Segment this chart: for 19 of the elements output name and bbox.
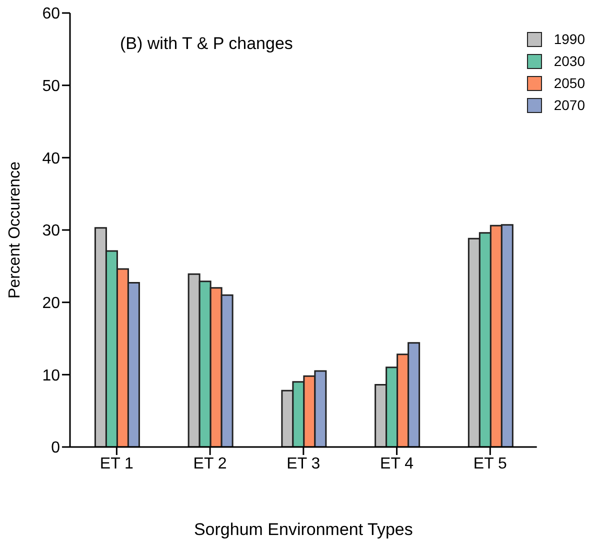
y-tick-label: 50: [42, 78, 60, 96]
y-tick-label: 40: [42, 150, 60, 168]
legend-label: 2030: [554, 53, 585, 69]
y-tick-label: 30: [42, 222, 60, 240]
legend-label: 1990: [554, 31, 585, 47]
legend-label: 2070: [554, 97, 585, 113]
x-tick-label: ET 3: [286, 455, 320, 472]
y-tick-label: 60: [42, 6, 60, 23]
legend-label: 2050: [554, 75, 585, 91]
y-tick-label: 10: [42, 367, 60, 384]
x-tick-label: ET 1: [100, 455, 134, 472]
annotation: (B) with T & P changes: [120, 34, 293, 54]
x-tick-label: ET 5: [473, 455, 508, 472]
x-tick-label: ET 4: [380, 455, 414, 472]
y-axis-title: Percent Occurence: [6, 161, 24, 298]
y-tick-label: 0: [51, 440, 60, 457]
x-axis-title: Sorghum Environment Types: [194, 520, 413, 539]
y-tick-label: 20: [42, 295, 60, 312]
x-tick-label: ET 2: [193, 455, 227, 472]
